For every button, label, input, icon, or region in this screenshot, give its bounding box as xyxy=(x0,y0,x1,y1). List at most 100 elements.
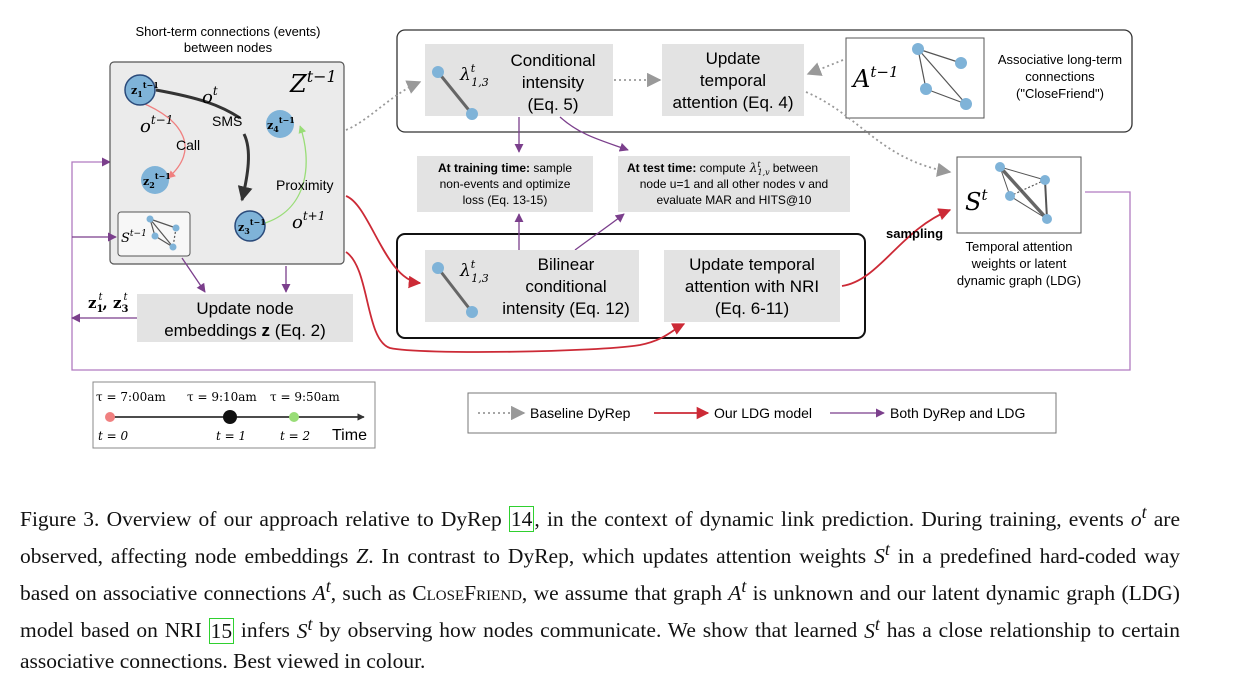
lambda-node-3b xyxy=(466,306,478,318)
s-prev-label: St−1 xyxy=(121,229,147,246)
lambda-label-top: λt 1,3 xyxy=(459,62,489,89)
nri-line2: attention with NRI xyxy=(685,277,819,296)
st-label: St xyxy=(965,186,988,216)
timeline-point-t2 xyxy=(289,412,299,422)
training-line2: non-events and optimize xyxy=(440,177,571,191)
training-time-box xyxy=(417,156,593,212)
call-arrow xyxy=(139,101,186,179)
lambda-label-bottom: λt 1,3 xyxy=(459,258,489,285)
st-box xyxy=(956,156,1082,234)
caption-part: has a close relationship to certain asso… xyxy=(20,618,1181,673)
bilinear-line1: Bilinear xyxy=(538,255,595,274)
update-node-box xyxy=(137,294,353,342)
ot-next-label: ot+1 xyxy=(292,209,325,233)
ut-line2: temporal xyxy=(700,71,766,90)
figure-diagram: Short-term connections (events) between … xyxy=(71,24,1133,449)
s-prev-node xyxy=(146,215,154,223)
lambda-node-1 xyxy=(432,66,444,78)
lambda-edge-bottom xyxy=(436,267,474,313)
z-to-nri-arrow xyxy=(345,251,686,353)
st-node xyxy=(1005,191,1015,201)
legend-ours-label: Our LDG model xyxy=(714,405,812,421)
a-graph xyxy=(917,48,967,105)
caption-part: infers xyxy=(234,618,297,643)
zt-label: Zt−1 xyxy=(289,67,337,98)
st-graph xyxy=(998,165,1049,221)
ot-label: ot xyxy=(202,84,218,108)
caption-part: Figure 3. Overview of our approach relat… xyxy=(20,507,509,532)
legend-box xyxy=(467,392,1057,434)
update-to-st-arrow xyxy=(805,91,952,177)
tau3: τ = 9:50am xyxy=(270,390,340,404)
z13-label: z1t, z3t xyxy=(88,292,129,315)
t1: t = 1 xyxy=(216,429,246,443)
test-line3: evaluate MAR and HITS@10 xyxy=(657,193,812,207)
proximity-arrow xyxy=(261,125,307,225)
update-node-line2: embeddings z (Eq. 2) xyxy=(164,321,326,340)
timeline-point-t0 xyxy=(105,412,115,422)
legend-baseline-label: Baseline DyRep xyxy=(530,405,631,421)
lambda-edge xyxy=(436,71,474,115)
training-line3: loss (Eq. 13-15) xyxy=(463,193,548,207)
closefriend: CloseFriend xyxy=(412,581,522,606)
conditional-intensity-box xyxy=(425,44,613,116)
bilinear-line3: intensity (Eq. 12) xyxy=(502,299,630,318)
caption-part: are observed, affecting node embeddings xyxy=(20,507,1180,569)
lambda-node-3 xyxy=(466,108,478,120)
tattn-line3: dynamic graph (LDG) xyxy=(957,273,1081,288)
caption-part: in a predefined hard-coded way based on … xyxy=(20,544,1181,606)
nri-box xyxy=(664,250,840,322)
cond-line1: Conditional xyxy=(510,51,595,70)
test-line2: node u=1 and all other nodes v and xyxy=(640,177,828,191)
timeline-point-t1 xyxy=(223,410,237,424)
t2: t = 2 xyxy=(280,429,310,443)
node-z4 xyxy=(266,110,294,138)
caption-part: , such as xyxy=(330,581,413,606)
caption-part: is unknown and our latent dynamic graph … xyxy=(20,581,1180,643)
caption-part: , in the context of dynamic link predict… xyxy=(534,507,1131,532)
cond-line3: (Eq. 5) xyxy=(527,95,578,114)
s-prev-node xyxy=(169,243,177,251)
tattn-line2: weights or latent xyxy=(971,256,1067,271)
a-to-update-arrow xyxy=(806,59,844,76)
ut-line3: attention (Eq. 4) xyxy=(673,93,794,112)
nri-line1: Update temporal xyxy=(689,255,815,274)
node-z1 xyxy=(124,74,156,106)
a-node xyxy=(955,57,967,69)
caption-part: , we assume that graph xyxy=(521,581,729,606)
bilinear-line2: conditional xyxy=(525,277,606,296)
caption-part: by observing how nodes communicate. We s… xyxy=(312,618,865,643)
update-temporal-box xyxy=(662,44,804,116)
bilinear-to-test-arrow xyxy=(574,213,625,251)
st-node xyxy=(1040,175,1050,185)
tau2: τ = 9:10am xyxy=(187,390,257,404)
a-node xyxy=(912,43,924,55)
assoc-line2: connections xyxy=(1025,69,1095,84)
cond-to-test-arrow xyxy=(559,116,629,152)
sms-label: SMS xyxy=(212,113,242,129)
a-node xyxy=(920,83,932,95)
s-prev-node xyxy=(151,232,159,240)
figure-caption: Figure 3. Overview of our approach relat… xyxy=(20,502,1181,673)
t0: t = 0 xyxy=(98,429,129,443)
test-line1: At test time: compute λt 1,v between xyxy=(627,160,818,177)
node-z2 xyxy=(141,166,169,194)
nri-to-st-arrow xyxy=(841,208,952,287)
bilinear-box xyxy=(425,250,639,322)
a-label: At−1 xyxy=(851,63,898,93)
caption-part: . In contrast to DyRep, which updates at… xyxy=(368,544,875,569)
citation-14[interactable]: 14 xyxy=(508,506,535,533)
feedback-loop-outer xyxy=(71,157,1131,371)
s-prev-node xyxy=(172,224,180,232)
citation-15[interactable]: 15 xyxy=(208,617,235,644)
call-label: Call xyxy=(176,137,200,153)
nri-line3: (Eq. 6-11) xyxy=(715,299,789,318)
ut-line1: Update xyxy=(706,49,761,68)
lambda-node-1b xyxy=(432,262,444,274)
proximity-label: Proximity xyxy=(276,177,334,193)
short-term-title-line1: Short-term connections (events) xyxy=(136,24,321,39)
training-line1: At training time: sample xyxy=(438,161,572,175)
node-z3 xyxy=(234,210,266,242)
z-to-update-node-arrow-1 xyxy=(181,257,206,293)
a-node xyxy=(960,98,972,110)
